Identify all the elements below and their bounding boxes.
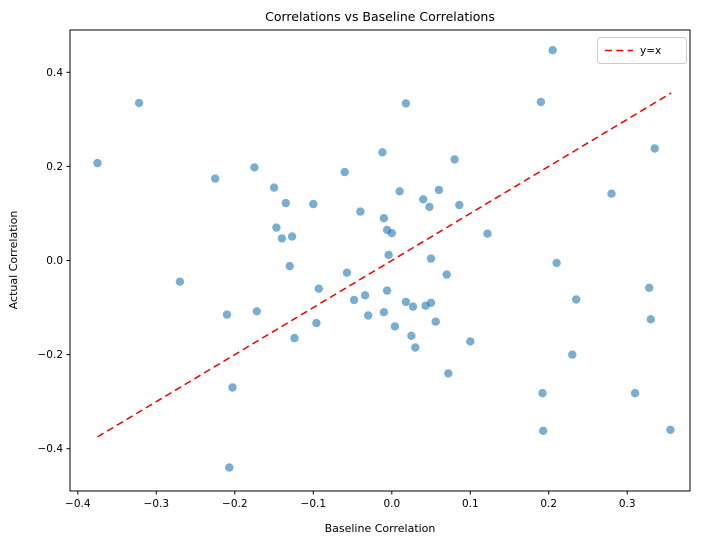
scatter-point [444,369,453,378]
scatter-point [175,277,185,286]
y-axis-label: Actual Correlation [7,211,20,310]
scatter-point [93,158,102,168]
scatter-point [281,198,290,208]
scatter-point [269,183,279,192]
plot-border [69,29,691,492]
scatter-point [222,310,232,319]
scatter-point [360,291,370,300]
scatter-point [548,46,557,55]
scatter-point [455,200,464,210]
scatter-point [645,283,654,292]
scatter-point [407,331,416,340]
scatter-point [421,301,430,310]
scatter-point [425,202,434,212]
scatter-point [650,144,659,153]
x-tick-label: 0.2 [540,498,557,510]
scatter-point [342,268,352,277]
scatter-point [134,98,144,108]
scatter-point [666,425,675,434]
scatter-point [340,167,349,177]
scatter-point [312,318,321,328]
reference-line [97,92,672,438]
scatter-point [411,343,420,352]
scatter-point [539,426,548,435]
scatter-point [442,270,451,279]
scatter-point [211,174,220,183]
x-tick-label: 0.3 [619,498,636,510]
scatter-point [538,389,547,398]
x-tick-label: −0.1 [301,498,327,510]
legend: y=x [597,37,687,64]
scatter-point [384,250,393,260]
y-tick-label: −0.4 [38,443,64,455]
scatter-point [379,214,389,223]
scatter-point [450,155,459,164]
scatter-point [252,307,261,316]
scatter-point [378,148,387,157]
y-tick-label: 0.4 [46,67,63,79]
scatter-point [466,337,475,346]
scatter-point [419,195,428,204]
scatter-point [646,315,655,324]
scatter-point [382,286,392,295]
scatter-point [401,297,411,307]
scatter-point [277,234,287,243]
scatter-point [431,317,440,326]
x-axis-label: Baseline Correlation [325,522,436,535]
scatter-point [356,207,365,216]
scatter-point [552,258,561,268]
scatter-point [287,232,297,241]
scatter-point [568,350,577,359]
scatter-point [314,284,323,293]
legend-label: y=x [640,45,661,57]
x-tick-label: −0.2 [222,498,248,510]
scatter-point [364,311,373,320]
scatter-point [228,383,237,392]
scatter-point [250,163,259,172]
legend-frame [597,37,687,64]
scatter-point [285,261,294,271]
scatter-point [434,185,444,195]
scatter-point [272,223,281,232]
scatter-point [387,229,396,238]
scatter-point [401,99,411,108]
scatter-point [349,295,359,305]
x-tick-label: 0.0 [383,498,400,510]
y-tick-label: −0.2 [38,349,64,361]
y-tick-label: 0.2 [46,161,63,173]
scatter-point [572,295,581,304]
scatter-point [536,97,546,107]
scatter-point [395,187,404,196]
scatter-point [379,308,389,317]
scatter-point [225,463,234,472]
scatter-point [390,322,400,331]
y-tick-label: 0.0 [46,255,63,267]
scatter-point [607,189,616,198]
x-tick-label: 0.1 [462,498,479,510]
x-tick-label: −0.4 [65,498,91,510]
scatter-point [483,229,492,238]
scatter-point [630,389,640,398]
x-tick-label: −0.3 [144,498,170,510]
scatter-point [290,333,299,343]
plot-area: −0.4 −0.3 −0.2 −0.1 0.0 0.1 0.2 0.3 −0.4 −0.2 0.0 0… [38,29,691,510]
scatter-point [426,254,436,263]
chart-title: Correlations vs Baseline Correlations [265,9,495,24]
scatter-point [309,199,318,209]
scatter-point [408,302,418,311]
